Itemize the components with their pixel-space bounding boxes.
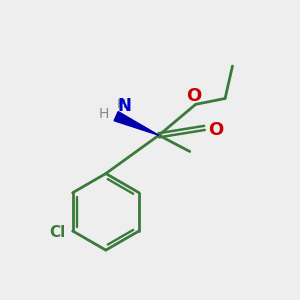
Text: Cl: Cl	[49, 225, 65, 240]
Text: N: N	[118, 97, 131, 115]
Text: H: H	[99, 107, 109, 121]
Polygon shape	[114, 112, 159, 135]
Text: O: O	[187, 87, 202, 105]
Text: H: H	[117, 98, 126, 111]
Text: O: O	[208, 121, 223, 139]
